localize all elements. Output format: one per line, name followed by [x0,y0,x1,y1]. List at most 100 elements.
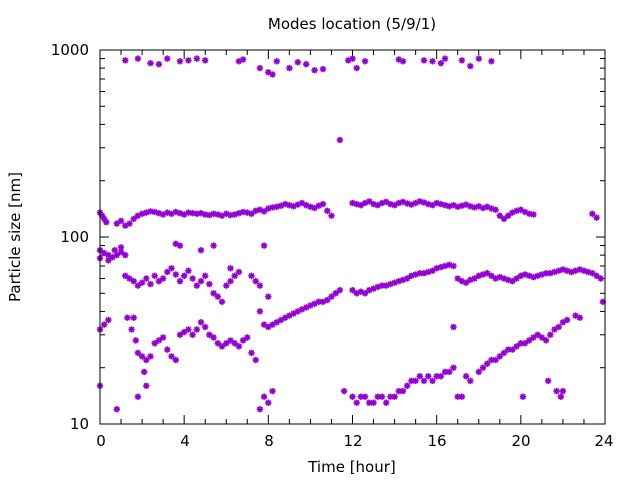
data-point [530,211,537,218]
data-point [223,282,230,289]
data-point [273,58,280,65]
data-point [138,353,146,360]
data-point [488,272,495,279]
data-point [256,64,264,72]
data-point [509,278,516,285]
data-point [462,373,470,380]
data-points [96,55,607,413]
data-point [383,399,390,406]
data-point [248,272,255,279]
data-point [450,262,457,270]
data-point [599,298,607,305]
data-point [189,331,196,338]
data-point [117,244,125,251]
data-point [159,334,167,341]
data-point [248,210,255,218]
data-point [404,275,411,282]
data-point [484,360,491,367]
data-point [134,393,142,400]
data-point [105,257,112,264]
data-point [201,272,209,279]
data-point [374,393,381,400]
data-point [164,55,171,62]
data-point [193,55,201,62]
data-point [235,268,243,276]
data-point [134,349,142,357]
data-point [458,57,466,64]
data-point [185,57,192,64]
data-point [408,201,415,208]
data-point [404,382,411,389]
data-point [559,387,567,395]
data-point [467,377,474,385]
data-point [172,271,180,278]
data-point [143,382,150,389]
data-point [311,66,318,74]
data-point [597,275,604,282]
data-point [563,316,571,324]
data-point [420,57,428,64]
data-point [113,406,121,413]
data-point [441,368,449,376]
data-point [521,340,529,347]
data-point [370,200,377,208]
data-point [349,55,356,62]
data-point [176,278,184,285]
data-point [324,207,331,215]
data-point [328,212,335,219]
data-point [429,58,436,65]
data-point [429,377,436,385]
data-point [185,326,192,333]
data-point [349,393,356,400]
x-tick-label: 20 [511,432,530,450]
data-point [185,209,192,216]
data-point [492,356,499,364]
data-point [155,60,163,68]
data-point [555,323,562,331]
data-point [235,343,243,350]
data-point [378,393,386,400]
data-point [206,331,213,338]
x-tick-label: 24 [594,432,613,450]
data-point [134,55,142,62]
data-point [143,356,150,364]
data-point [111,246,118,254]
data-point [124,314,131,321]
data-point [534,331,541,338]
data-point [176,242,184,249]
data-point [140,368,148,376]
data-point [576,314,583,321]
data-point [433,373,440,380]
data-point [218,298,226,305]
data-point [545,377,552,385]
data-point [143,275,150,282]
data-point [147,60,154,67]
data-point [201,57,209,64]
y-axis-label: Particle size [nm] [6,172,24,302]
data-point [185,267,192,274]
data-point [542,337,550,344]
data-point [138,279,146,286]
data-point [252,356,259,364]
data-point [488,58,495,65]
data-point [589,210,596,218]
data-point [100,321,108,328]
data-point [218,343,226,350]
y-tick-label: 10 [70,415,89,433]
data-point [496,353,503,360]
plot-frame [99,49,606,425]
data-point [193,282,201,289]
data-point [324,296,331,304]
data-point [147,353,154,360]
data-point [450,364,457,371]
data-point [332,290,339,297]
data-point [416,373,423,380]
data-point [450,323,457,331]
data-point [151,272,158,279]
data-point [519,393,527,400]
data-point [130,278,137,285]
data-point [265,293,272,300]
data-point [256,308,264,315]
data-point [475,55,482,62]
